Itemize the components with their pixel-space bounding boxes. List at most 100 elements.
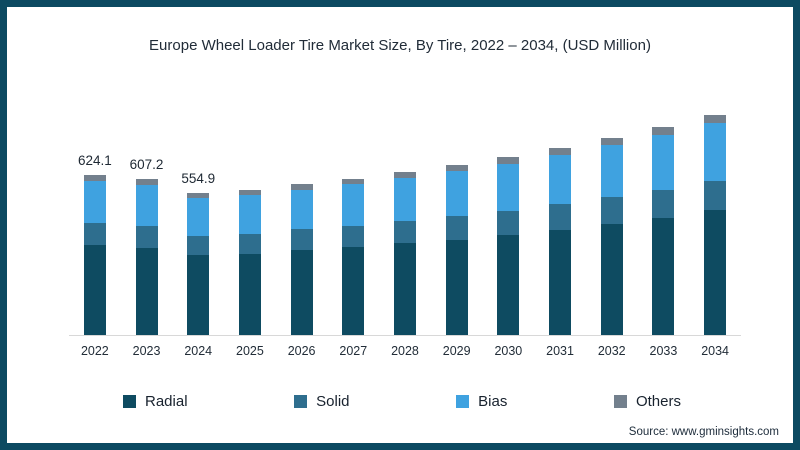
bar-column-2031: [534, 75, 586, 335]
bar-segment-radial-2034[interactable]: [704, 210, 727, 335]
bar-segment-bias-2026[interactable]: [290, 189, 313, 230]
bar-segment-bias-2022[interactable]: [83, 181, 106, 224]
bar-segment-others-2022[interactable]: [83, 175, 106, 182]
x-tick-2022: 2022: [80, 344, 109, 358]
bar-segment-solid-2029[interactable]: [445, 216, 468, 240]
bar-segment-others-2024[interactable]: [187, 192, 210, 198]
bar-segment-radial-2025[interactable]: [238, 253, 261, 335]
legend-item-radial[interactable]: Radial: [123, 393, 188, 410]
bar-segment-solid-2026[interactable]: [290, 229, 313, 251]
bar-segment-others-2027[interactable]: [342, 178, 365, 185]
legend-label-others: Others: [635, 393, 681, 410]
x-tick-2034: 2034: [701, 344, 729, 358]
value-label-2022: 624.1: [77, 153, 112, 168]
bar-2032[interactable]: [600, 138, 623, 335]
legend-item-solid[interactable]: Solid: [294, 393, 350, 410]
x-tick-2025: 2025: [236, 344, 264, 358]
bar-segment-others-2034[interactable]: [704, 115, 727, 124]
legend-label-bias: Bias: [478, 393, 508, 410]
bar-segment-solid-2027[interactable]: [342, 225, 365, 248]
bar-segment-bias-2023[interactable]: [135, 185, 158, 227]
x-tick-2024: 2024: [184, 344, 213, 358]
bar-segment-bias-2033[interactable]: [652, 134, 675, 190]
bar-segment-bias-2032[interactable]: [600, 145, 623, 198]
bar-segment-solid-2030[interactable]: [497, 210, 520, 235]
bar-segment-others-2033[interactable]: [652, 127, 675, 135]
bar-segment-solid-2033[interactable]: [652, 189, 675, 219]
legend-swatch-radial-icon: [123, 395, 136, 408]
bar-segment-radial-2027[interactable]: [342, 247, 365, 335]
x-tick-2031: 2031: [546, 344, 574, 358]
legend-label-solid: Solid: [316, 393, 350, 410]
bar-segment-bias-2027[interactable]: [342, 184, 365, 226]
bar-2026[interactable]: [290, 183, 313, 335]
bar-segment-radial-2029[interactable]: [445, 239, 468, 335]
bar-segment-bias-2025[interactable]: [238, 195, 261, 234]
bar-segment-bias-2024[interactable]: [187, 197, 210, 236]
bar-segment-radial-2028[interactable]: [393, 243, 416, 335]
legend: Radial Solid Bias Others: [7, 393, 793, 410]
bar-segment-others-2023[interactable]: [135, 179, 158, 186]
bar-segment-bias-2030[interactable]: [497, 163, 520, 211]
x-tick-2023: 2023: [132, 344, 161, 358]
bar-column-2027: [327, 75, 379, 335]
bar-column-2024: 554.9: [172, 75, 224, 335]
bar-2031[interactable]: [549, 148, 572, 335]
bar-2034[interactable]: [704, 115, 727, 335]
bar-segment-bias-2028[interactable]: [393, 178, 416, 222]
bar-segment-others-2026[interactable]: [290, 183, 313, 190]
bar-2023[interactable]: [135, 179, 158, 335]
x-tick-2028: 2028: [391, 344, 419, 358]
bar-segment-solid-2022[interactable]: [83, 223, 106, 245]
bar-segment-radial-2023[interactable]: [135, 247, 158, 335]
legend-item-bias[interactable]: Bias: [456, 393, 507, 410]
bar-segment-radial-2031[interactable]: [549, 229, 572, 335]
bar-segment-solid-2023[interactable]: [135, 226, 158, 248]
bar-segment-radial-2022[interactable]: [83, 245, 106, 335]
bar-2028[interactable]: [393, 172, 416, 335]
bar-segment-radial-2030[interactable]: [497, 235, 520, 335]
bar-segment-solid-2024[interactable]: [187, 235, 210, 255]
legend-swatch-others-icon: [613, 395, 627, 408]
bar-2027[interactable]: [342, 178, 365, 335]
chart-title: Europe Wheel Loader Tire Market Size, By…: [149, 37, 651, 54]
value-label-2024: 554.9: [181, 170, 216, 186]
bar-column-2025: [224, 75, 276, 335]
bar-segment-solid-2025[interactable]: [238, 233, 261, 254]
bar-segment-bias-2029[interactable]: [445, 171, 468, 217]
bar-segment-solid-2031[interactable]: [549, 204, 572, 230]
x-tick-2027: 2027: [339, 344, 368, 358]
bar-segment-others-2031[interactable]: [549, 148, 572, 155]
bar-segment-radial-2024[interactable]: [187, 255, 210, 335]
bar-column-2028: [379, 75, 431, 335]
source-credit: Source: www.gminsights.com: [628, 426, 779, 438]
bar-column-2029: [431, 75, 483, 335]
bar-segment-radial-2032[interactable]: [600, 224, 623, 335]
value-label-2023: 607.2: [129, 157, 164, 173]
legend-item-others[interactable]: Others: [613, 393, 681, 410]
x-tick-2029: 2029: [442, 344, 471, 358]
bar-column-2032: [586, 75, 638, 335]
bar-segment-solid-2032[interactable]: [600, 197, 623, 225]
bar-segment-radial-2033[interactable]: [652, 218, 675, 335]
bar-segment-others-2030[interactable]: [497, 157, 520, 164]
bar-2033[interactable]: [652, 127, 675, 335]
bar-segment-others-2029[interactable]: [445, 165, 468, 172]
bar-2024[interactable]: [187, 192, 210, 335]
bar-2029[interactable]: [445, 165, 468, 335]
bar-column-2022: 624.1: [69, 75, 121, 335]
bar-segment-bias-2031[interactable]: [549, 154, 572, 205]
bar-segment-solid-2034[interactable]: [704, 180, 727, 211]
bar-2022[interactable]: [83, 175, 106, 335]
bar-segment-radial-2026[interactable]: [290, 250, 313, 335]
x-tick-2033: 2033: [649, 344, 678, 358]
bar-2030[interactable]: [497, 157, 520, 335]
bar-segment-solid-2028[interactable]: [393, 221, 416, 244]
bar-2025[interactable]: [238, 189, 261, 335]
bar-segment-bias-2034[interactable]: [704, 123, 727, 181]
bar-segment-others-2025[interactable]: [238, 189, 261, 196]
bar-segment-others-2032[interactable]: [600, 138, 623, 146]
bar-segment-others-2028[interactable]: [393, 172, 416, 179]
x-tick-2026: 2026: [287, 344, 316, 358]
